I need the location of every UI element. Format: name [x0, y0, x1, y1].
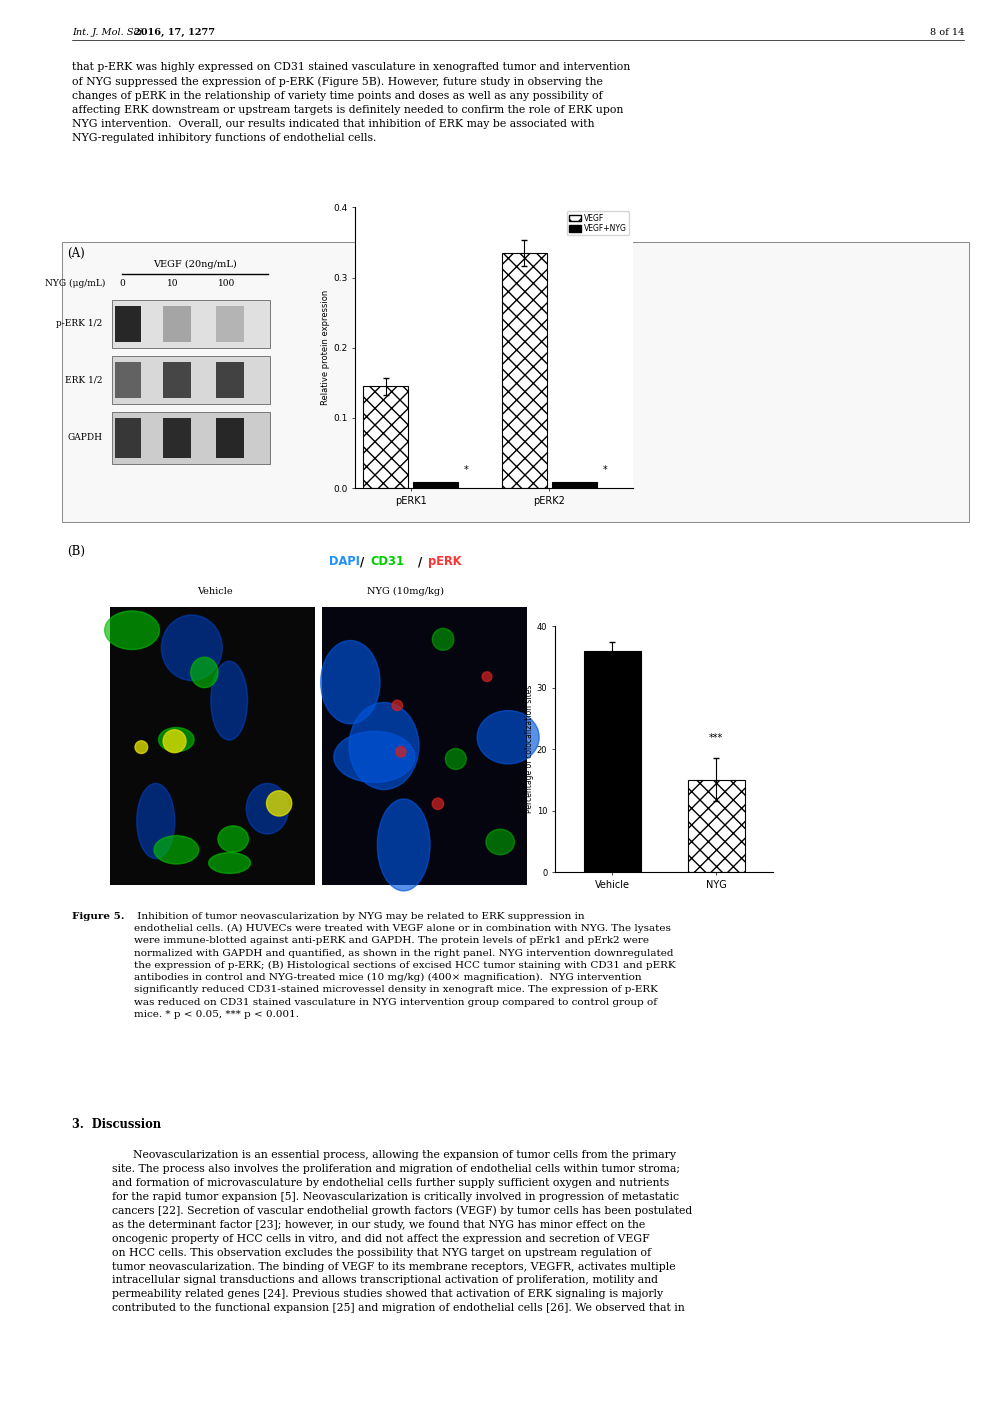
- FancyBboxPatch shape: [163, 362, 191, 398]
- Ellipse shape: [104, 610, 160, 650]
- Text: Inhibition of tumor neovascularization by NYG may be related to ERK suppression : Inhibition of tumor neovascularization b…: [134, 912, 676, 1019]
- Circle shape: [267, 791, 292, 817]
- Ellipse shape: [377, 800, 430, 891]
- Text: 3.  Discussion: 3. Discussion: [72, 1118, 161, 1131]
- FancyBboxPatch shape: [112, 356, 270, 404]
- FancyBboxPatch shape: [216, 418, 244, 457]
- Text: /: /: [360, 556, 364, 568]
- Ellipse shape: [334, 731, 415, 783]
- Legend: VEGF, VEGF+NYG: VEGF, VEGF+NYG: [567, 212, 629, 236]
- Text: p-ERK 1/2: p-ERK 1/2: [56, 320, 102, 328]
- Text: ***: ***: [709, 734, 723, 744]
- Ellipse shape: [162, 615, 222, 680]
- FancyBboxPatch shape: [110, 607, 315, 885]
- Text: DAPI: DAPI: [329, 556, 360, 568]
- Ellipse shape: [477, 710, 540, 763]
- Text: Neovascularization is an essential process, allowing the expansion of tumor cell: Neovascularization is an essential proce…: [112, 1150, 692, 1313]
- FancyBboxPatch shape: [112, 412, 270, 464]
- Text: VEGF (20ng/mL): VEGF (20ng/mL): [153, 260, 237, 269]
- Ellipse shape: [433, 629, 454, 651]
- Circle shape: [482, 672, 492, 682]
- FancyBboxPatch shape: [115, 306, 141, 342]
- FancyBboxPatch shape: [163, 418, 191, 457]
- Circle shape: [392, 700, 403, 710]
- Text: (B): (B): [67, 544, 85, 558]
- Ellipse shape: [445, 749, 466, 769]
- Text: Vehicle: Vehicle: [197, 586, 233, 596]
- FancyBboxPatch shape: [163, 306, 191, 342]
- FancyBboxPatch shape: [112, 300, 270, 348]
- Ellipse shape: [211, 661, 248, 741]
- FancyBboxPatch shape: [115, 418, 141, 457]
- Bar: [363, 386, 408, 488]
- Text: that p-ERK was highly expressed on CD31 stained vasculature in xenografted tumor: that p-ERK was highly expressed on CD31 …: [72, 62, 630, 143]
- Bar: [583, 651, 641, 873]
- Ellipse shape: [486, 829, 515, 854]
- Ellipse shape: [159, 728, 194, 752]
- Ellipse shape: [208, 853, 251, 874]
- FancyBboxPatch shape: [62, 241, 969, 522]
- Text: NYG (μg/mL): NYG (μg/mL): [45, 279, 105, 288]
- Text: 100: 100: [218, 279, 236, 288]
- Circle shape: [396, 746, 406, 758]
- Ellipse shape: [154, 836, 198, 864]
- Bar: [687, 780, 745, 873]
- Ellipse shape: [218, 826, 248, 852]
- Y-axis label: Relative protein expression: Relative protein expression: [321, 290, 330, 405]
- Bar: [414, 483, 457, 488]
- Text: *: *: [602, 466, 607, 476]
- Text: Int. J. Mol. Sci.: Int. J. Mol. Sci.: [72, 28, 149, 36]
- Text: 10: 10: [168, 279, 179, 288]
- Text: NYG (10mg/kg): NYG (10mg/kg): [366, 586, 443, 596]
- Bar: [553, 483, 596, 488]
- Circle shape: [135, 741, 148, 753]
- Circle shape: [163, 730, 186, 752]
- Ellipse shape: [190, 657, 218, 687]
- FancyBboxPatch shape: [216, 362, 244, 398]
- Text: 8 of 14: 8 of 14: [930, 28, 964, 36]
- Text: pERK: pERK: [428, 556, 461, 568]
- FancyBboxPatch shape: [216, 306, 244, 342]
- Ellipse shape: [246, 783, 289, 833]
- FancyBboxPatch shape: [322, 607, 527, 885]
- Text: Figure 5.: Figure 5.: [72, 912, 125, 920]
- Ellipse shape: [349, 703, 419, 790]
- Text: ERK 1/2: ERK 1/2: [64, 376, 102, 384]
- Text: /: /: [418, 556, 423, 568]
- Text: *: *: [463, 466, 468, 476]
- Text: GAPDH: GAPDH: [67, 434, 102, 442]
- Circle shape: [433, 798, 443, 810]
- FancyBboxPatch shape: [115, 362, 141, 398]
- Text: CD31: CD31: [370, 556, 404, 568]
- Y-axis label: Percentage of colocalization sites: Percentage of colocalization sites: [525, 685, 534, 814]
- Text: 2016, 17, 1277: 2016, 17, 1277: [134, 28, 215, 36]
- Ellipse shape: [320, 641, 380, 724]
- Text: 0: 0: [119, 279, 125, 288]
- Ellipse shape: [137, 783, 175, 859]
- Text: (A): (A): [67, 247, 84, 260]
- Bar: [502, 253, 547, 488]
